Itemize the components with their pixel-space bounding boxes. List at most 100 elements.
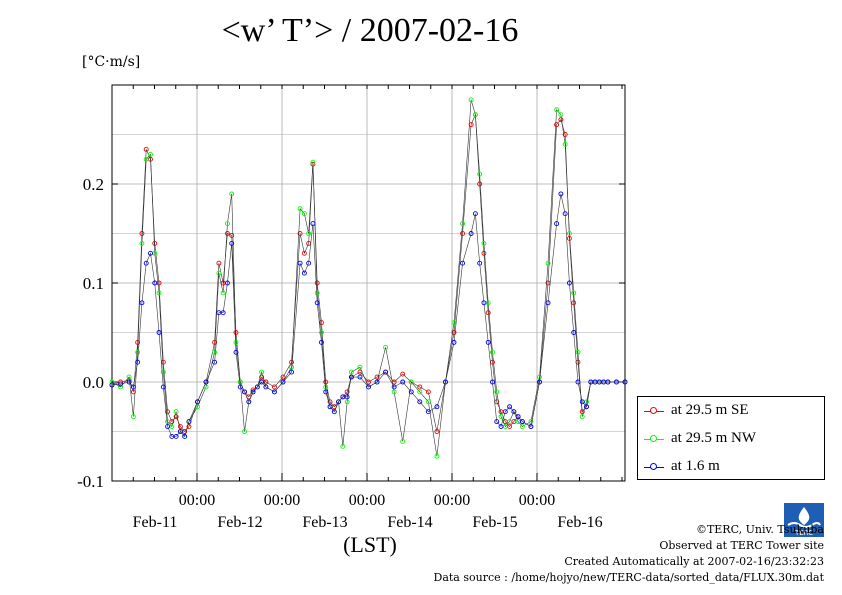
series-low-point bbox=[383, 369, 389, 375]
y-tick-label: 0.1 bbox=[83, 274, 104, 293]
series-low-point bbox=[314, 300, 320, 306]
series-nw-point bbox=[357, 364, 363, 370]
x-day-label: Feb-11 bbox=[133, 514, 178, 531]
series-low-point bbox=[502, 409, 508, 415]
series-nw-point bbox=[237, 379, 243, 385]
series-low-point bbox=[366, 384, 371, 390]
series-nw-point bbox=[160, 369, 166, 375]
series-low-point bbox=[135, 359, 141, 365]
series-nw-point bbox=[494, 389, 500, 395]
series-low-point bbox=[139, 300, 145, 306]
series-low-point bbox=[507, 404, 513, 410]
x-day-label: Feb-16 bbox=[557, 514, 602, 531]
series-low-point bbox=[237, 384, 243, 390]
series-low-point bbox=[224, 280, 230, 286]
series-nw-point bbox=[579, 414, 585, 420]
legend-label-nw: at 29.5 m NW bbox=[671, 430, 756, 446]
series-nw-point bbox=[126, 374, 132, 380]
series-low-point bbox=[280, 379, 286, 385]
x-tick-label: 00:00 bbox=[434, 492, 470, 509]
series-se-point bbox=[272, 384, 277, 390]
series-nw-point bbox=[314, 290, 320, 296]
series-se-point bbox=[216, 260, 222, 266]
series-low-point bbox=[310, 221, 316, 227]
series-low-point bbox=[498, 424, 504, 429]
series-se-point bbox=[135, 339, 141, 345]
x-day-label: Feb-13 bbox=[302, 514, 347, 531]
series-low-point bbox=[212, 359, 218, 365]
series-low-point bbox=[408, 389, 414, 395]
y-unit-label: [°C·m/s] bbox=[82, 54, 141, 70]
series-se-point bbox=[130, 389, 136, 395]
series-se-point bbox=[562, 132, 568, 137]
series-se-point bbox=[280, 374, 286, 380]
series-low-point bbox=[229, 240, 235, 246]
series-se-point bbox=[143, 146, 149, 152]
series-nw-point bbox=[460, 221, 465, 227]
series-low-point bbox=[220, 310, 226, 316]
series-nw-point bbox=[224, 221, 230, 227]
series-low-point bbox=[297, 260, 303, 266]
series-low-point bbox=[494, 419, 500, 425]
series-low-point bbox=[571, 330, 577, 335]
series-nw-point bbox=[242, 429, 247, 434]
y-tick-label: 0.2 bbox=[83, 175, 104, 194]
series-se-line bbox=[111, 114, 625, 432]
series-se-point bbox=[152, 240, 158, 246]
series-nw-point bbox=[143, 156, 149, 162]
series-nw-point bbox=[417, 389, 423, 395]
series-low-point bbox=[490, 379, 495, 385]
y-tick-label: 0.0 bbox=[83, 373, 104, 392]
series-low-point bbox=[118, 381, 124, 387]
x-tick-label: 00:00 bbox=[179, 492, 215, 509]
series-se-point bbox=[485, 310, 491, 316]
series-low-point bbox=[477, 260, 483, 266]
x-day-label: Feb-14 bbox=[387, 514, 432, 531]
legend-item-low: at 1.6 m bbox=[638, 455, 824, 479]
series-nw-point bbox=[301, 211, 307, 217]
series-low-point bbox=[160, 384, 166, 390]
y-tick-label: -0.1 bbox=[77, 472, 104, 491]
series-low-point bbox=[331, 409, 337, 415]
series-low-point bbox=[417, 399, 423, 405]
series-low-point bbox=[195, 399, 200, 405]
series-nw-point bbox=[519, 424, 525, 429]
x-tick-label: 00:00 bbox=[519, 492, 555, 509]
series-low-point bbox=[575, 379, 581, 385]
series-low-point bbox=[152, 280, 158, 286]
legend-label-se: at 29.5 m SE bbox=[671, 402, 749, 418]
series-nw-point bbox=[477, 171, 483, 177]
series-se-point bbox=[297, 231, 303, 236]
series-low-point bbox=[301, 270, 307, 276]
terc-logo-icon: TERC bbox=[784, 503, 824, 537]
series-low-point bbox=[566, 280, 572, 286]
legend-item-nw: at 29.5 m NW bbox=[638, 427, 824, 451]
series-nw-point bbox=[220, 290, 226, 296]
series-low-point bbox=[344, 394, 350, 400]
series-nw-point bbox=[545, 260, 551, 266]
series-nw-point bbox=[130, 414, 136, 420]
series-nw-point bbox=[562, 141, 568, 147]
series-nw-point bbox=[400, 438, 406, 444]
series-low-point bbox=[143, 260, 149, 266]
series-low-point bbox=[109, 382, 115, 388]
x-tick-label: 00:00 bbox=[349, 492, 385, 509]
series-se-point bbox=[451, 330, 457, 335]
series-low-point bbox=[289, 369, 294, 375]
credit-created: Created Automatically at 2007-02-16/23:3… bbox=[564, 555, 824, 568]
series-se-point bbox=[477, 181, 483, 187]
legend-item-se: at 29.5 m SE bbox=[638, 399, 824, 423]
credit-site: Observed at TERC Tower site bbox=[659, 539, 824, 552]
credit-copyright: ©TERC, Univ. Tsukuba bbox=[695, 523, 824, 536]
legend-marker-se bbox=[650, 407, 657, 414]
series-low-point bbox=[148, 250, 153, 256]
series-low-point bbox=[186, 419, 192, 425]
series-low-point bbox=[485, 339, 491, 345]
series-low-point bbox=[327, 404, 333, 410]
series-low-point bbox=[203, 379, 209, 385]
series-low-point bbox=[537, 379, 542, 385]
series-nw-point bbox=[575, 349, 581, 355]
series-low-point bbox=[528, 424, 534, 429]
series-se-point bbox=[434, 429, 440, 434]
series-low-point bbox=[156, 330, 162, 335]
